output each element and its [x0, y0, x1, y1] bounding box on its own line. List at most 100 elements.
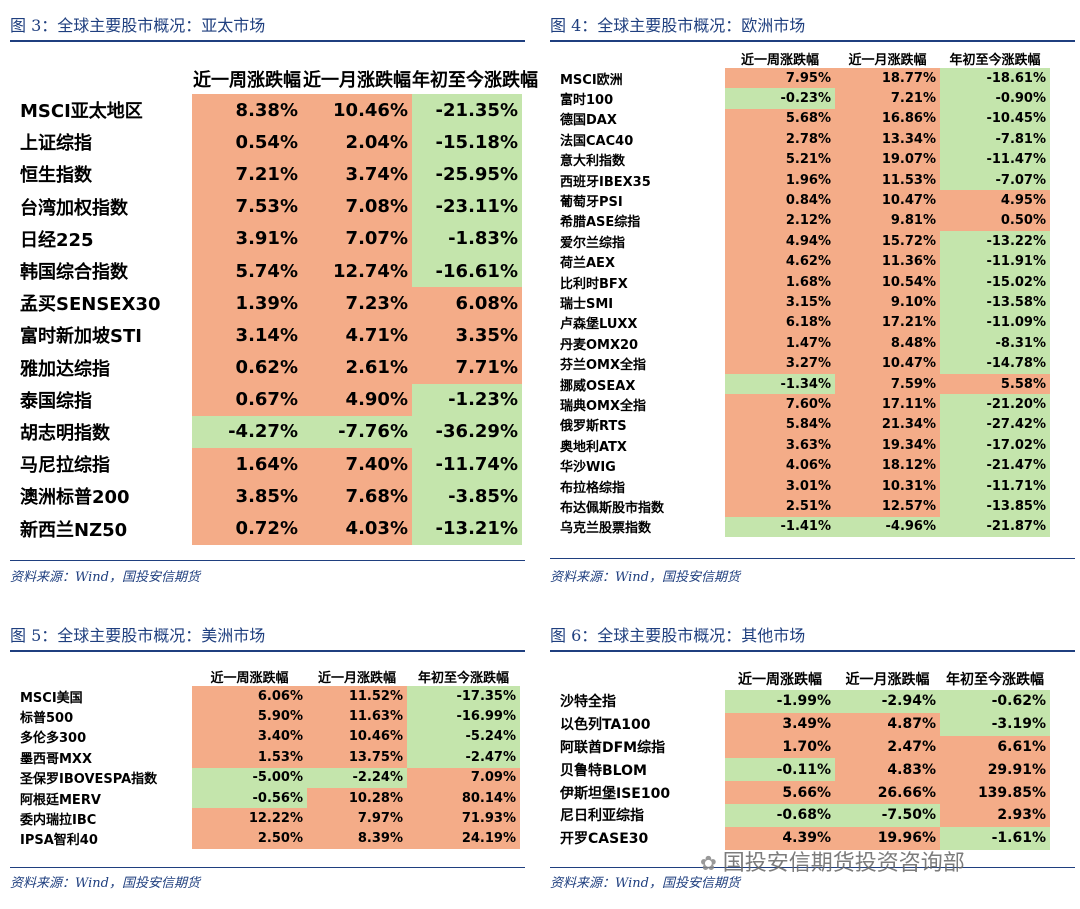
cell-month: 10.31%: [835, 475, 940, 497]
cell-month: 8.39%: [307, 828, 407, 850]
cell-month: 11.53%: [835, 169, 940, 191]
table-row: 贝鲁特BLOM -0.11% 4.83% 29.91%: [560, 758, 1050, 782]
index-name: 孟买SENSEX30: [20, 294, 161, 316]
cell-month: 7.97%: [307, 808, 407, 829]
cell-ytd: 5.58%: [940, 373, 1050, 395]
cell-ytd: -21.47%: [940, 455, 1050, 476]
index-name: 意大利指数: [560, 154, 626, 170]
cell-month: 19.34%: [835, 435, 940, 456]
cell-week: -0.11%: [725, 758, 835, 782]
cell-week: -0.56%: [192, 787, 307, 809]
cell-ytd: -1.61%: [940, 826, 1050, 850]
index-name: 瑞典OMX全指: [560, 398, 647, 414]
cell-ytd: 7.71%: [412, 351, 522, 384]
cell-week: 5.74%: [192, 254, 302, 288]
cell-month: 4.71%: [302, 319, 412, 352]
index-name: 多伦多300: [20, 731, 87, 747]
table-row: 丹麦OMX20 1.47% 8.48% -8.31%: [560, 333, 1050, 354]
cell-month: -4.96%: [835, 516, 940, 537]
cell-month: 15.72%: [835, 231, 940, 252]
index-name: 委内瑞拉IBC: [20, 813, 97, 829]
panel-americas: 图 5：全球主要股市概况：美洲市场 近一周涨跌幅 近一月涨跌幅 年初至今涨跌幅 …: [10, 622, 525, 902]
table-row: 澳洲标普200 3.85% 7.68% -3.85%: [20, 480, 522, 513]
index-name: 以色列TA100: [560, 717, 651, 734]
cell-week: 7.53%: [192, 190, 302, 223]
header-month: 近一月涨跌幅: [317, 670, 396, 686]
market-table: 近一周涨跌幅 近一月涨跌幅 年初至今涨跌幅 MSCI欧洲 7.95% 18.77% -…: [560, 48, 1050, 537]
source-rule: [10, 867, 525, 868]
index-name: 荷兰AEX: [560, 256, 615, 272]
cell-ytd: -7.07%: [940, 169, 1050, 191]
header-ytd: 年初至今涨跌幅: [417, 670, 509, 686]
cell-ytd: -27.42%: [940, 414, 1050, 436]
table-row: 比利时BFX 1.68% 10.54% -15.02%: [560, 271, 1050, 293]
cell-week: 4.94%: [725, 231, 835, 252]
cell-month: 10.46%: [307, 726, 407, 748]
cell-month: 11.63%: [307, 706, 407, 727]
table-row: 布达佩斯股市指数 2.51% 12.57% -13.85%: [560, 496, 1050, 517]
cell-week: 3.01%: [725, 475, 835, 497]
index-name: 俄罗斯RTS: [560, 419, 627, 435]
index-name: 泰国综指: [20, 390, 92, 412]
index-name: 韩国综合指数: [20, 262, 128, 284]
cell-ytd: -16.61%: [412, 254, 522, 288]
market-table: 近一周涨跌幅 近一月涨跌幅 年初至今涨跌幅 沙特全指 -1.99% -2.94% -0…: [560, 668, 1050, 850]
cell-week: 7.21%: [192, 158, 302, 191]
table-row: 孟买SENSEX30 1.39% 7.23% 6.08%: [20, 287, 522, 320]
cell-ytd: -18.61%: [940, 68, 1050, 89]
table-row: 泰国综指 0.67% 4.90% -1.23%: [20, 383, 522, 416]
cell-week: 1.70%: [725, 735, 835, 759]
index-name: 瑞士SMI: [560, 296, 614, 312]
cell-week: 1.68%: [725, 271, 835, 293]
table-row: 马尼拉综指 1.64% 7.40% -11.74%: [20, 448, 522, 481]
cell-month: 21.34%: [835, 414, 940, 436]
table-row: 荷兰AEX 4.62% 11.36% -11.91%: [560, 251, 1050, 272]
index-name: 德国DAX: [560, 113, 617, 129]
table-row: 葡萄牙PSI 0.84% 10.47% 4.95%: [560, 190, 1050, 211]
table-row: 俄罗斯RTS 5.84% 21.34% -27.42%: [560, 414, 1050, 436]
cell-ytd: -3.85%: [412, 480, 522, 513]
table-row: 富时新加坡STI 3.14% 4.71% 3.35%: [20, 319, 522, 352]
table-row: MSCI欧洲 7.95% 18.77% -18.61%: [560, 68, 1050, 89]
cell-ytd: -2.47%: [407, 747, 520, 768]
index-name: 上证综指: [20, 133, 92, 155]
index-name: 比利时BFX: [560, 276, 628, 292]
index-name: 西班牙IBEX35: [560, 174, 651, 190]
cell-ytd: -14.78%: [940, 353, 1050, 374]
table-row: 圣保罗IBOVESPA指数 -5.00% -2.24% 7.09%: [20, 767, 520, 788]
table-row: 沙特全指 -1.99% -2.94% -0.62%: [560, 690, 1050, 713]
cell-month: 8.48%: [835, 333, 940, 354]
header-name: [20, 64, 192, 94]
index-name: 挪威OSEAX: [560, 378, 636, 394]
table-row: 尼日利亚综指 -0.68% -7.50% 2.93%: [560, 803, 1050, 827]
source-note: 资料来源：Wind，国投安信期货: [550, 570, 740, 585]
index-name: 圣保罗IBOVESPA指数: [20, 772, 158, 788]
cell-month: 4.83%: [835, 758, 940, 782]
cell-ytd: -15.18%: [412, 126, 522, 159]
table-row: 意大利指数 5.21% 19.07% -11.47%: [560, 149, 1050, 170]
cell-ytd: -15.02%: [940, 271, 1050, 293]
cell-week: 5.68%: [725, 108, 835, 130]
figure-title: 图 3：全球主要股市概况：亚太市场: [10, 16, 266, 35]
cell-week: 0.54%: [192, 126, 302, 159]
cell-ytd: -10.45%: [940, 108, 1050, 130]
source-note: 资料来源：Wind，国投安信期货: [10, 876, 200, 891]
header-ytd: 年初至今涨跌幅: [412, 70, 538, 91]
cell-week: 2.50%: [192, 828, 307, 850]
cell-month: 4.90%: [302, 383, 412, 416]
cell-month: 10.28%: [307, 787, 407, 809]
table-row: 委内瑞拉IBC 12.22% 7.97% 71.93%: [20, 808, 520, 829]
index-name: 奥地利ATX: [560, 439, 627, 455]
cell-ytd: 2.93%: [940, 803, 1050, 827]
cell-ytd: 71.93%: [407, 808, 520, 829]
cell-month: 7.08%: [302, 190, 412, 223]
header-ytd: 年初至今涨跌幅: [949, 52, 1041, 68]
cell-ytd: 4.95%: [940, 190, 1050, 211]
cell-week: -4.27%: [192, 415, 302, 449]
figure-title: 图 5：全球主要股市概况：美洲市场: [10, 626, 266, 645]
market-table: 近一周涨跌幅 近一月涨跌幅 年初至今涨跌幅 MSCI亚太地区 8.38% 10.46…: [20, 64, 538, 545]
index-name: 法国CAC40: [560, 133, 634, 149]
cell-ytd: -11.74%: [412, 448, 522, 481]
cell-month: 2.47%: [835, 735, 940, 759]
table-body: MSCI欧洲 7.95% 18.77% -18.61% 富时100 -0.23% 7.21%…: [560, 68, 1050, 537]
